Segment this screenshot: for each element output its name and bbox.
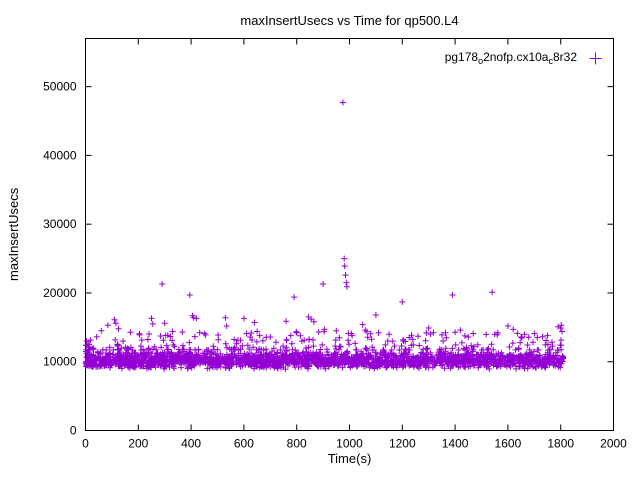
- y-tick-label: 10000: [43, 355, 77, 369]
- x-tick-label: 1600: [495, 437, 522, 451]
- scatter-points: [82, 99, 567, 373]
- legend-label: pg178o2nofp.cx10ac8r32: [445, 50, 577, 66]
- y-tick-label: 0: [70, 424, 77, 438]
- legend-label-part: pg178: [444, 50, 479, 64]
- legend-label-subscript: o: [478, 56, 484, 66]
- x-tick-label: 600: [234, 437, 254, 451]
- x-tick-label: 1800: [547, 437, 574, 451]
- legend-label-subscript: c: [548, 56, 553, 66]
- y-tick-label: 20000: [43, 286, 77, 300]
- x-tick-label: 1000: [336, 437, 363, 451]
- x-tick-label: 1200: [389, 437, 416, 451]
- legend-label-part: 2nofp.cx10a: [483, 50, 549, 64]
- x-tick-label: 2000: [600, 437, 627, 451]
- chart-title: maxInsertUsecs vs Time for qp500.L4: [240, 13, 459, 28]
- legend-marker-icon: [589, 52, 602, 64]
- x-tick-label: 0: [82, 437, 89, 451]
- x-tick-label: 200: [128, 437, 148, 451]
- y-tick-label: 50000: [43, 80, 77, 94]
- legend-label-part: 8r32: [552, 50, 577, 64]
- x-tick-label: 1400: [442, 437, 469, 451]
- legend: pg178o2nofp.cx10ac8r32: [445, 50, 602, 66]
- x-tick-label: 800: [287, 437, 307, 451]
- y-tick-label: 40000: [43, 148, 77, 162]
- y-tick-label: 30000: [43, 217, 77, 231]
- x-tick-label: 400: [181, 437, 201, 451]
- x-axis-label: Time(s): [327, 451, 372, 466]
